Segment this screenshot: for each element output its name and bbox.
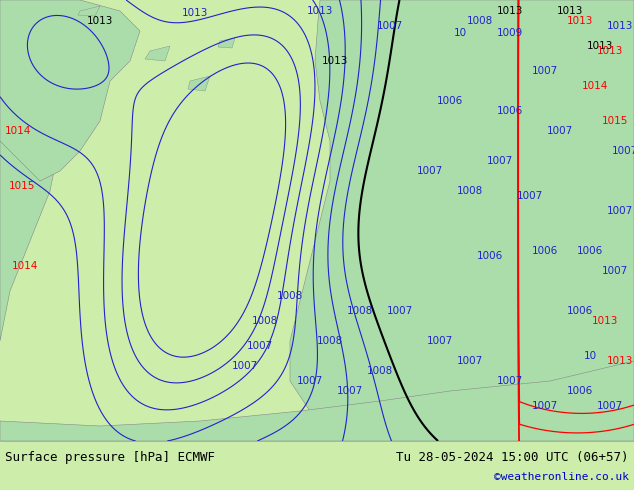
Text: 1008: 1008: [467, 16, 493, 26]
Text: 1009: 1009: [497, 28, 523, 38]
Text: 1007: 1007: [247, 341, 273, 351]
Text: 1013: 1013: [497, 6, 523, 16]
Text: 1006: 1006: [532, 246, 558, 256]
Text: 1013: 1013: [182, 8, 208, 18]
Text: 1007: 1007: [297, 376, 323, 386]
Text: 1007: 1007: [457, 356, 483, 366]
Text: 1013: 1013: [307, 6, 333, 16]
Text: 1014: 1014: [5, 126, 31, 136]
Polygon shape: [0, 361, 634, 441]
Text: 1007: 1007: [597, 401, 623, 411]
Text: 1007: 1007: [232, 361, 258, 371]
Polygon shape: [188, 76, 210, 91]
Text: Tu 28-05-2024 15:00 UTC (06+57): Tu 28-05-2024 15:00 UTC (06+57): [396, 450, 629, 464]
Text: 1006: 1006: [567, 306, 593, 316]
Text: 1007: 1007: [532, 66, 558, 76]
Text: 1013: 1013: [587, 41, 613, 51]
Text: 1008: 1008: [277, 291, 303, 301]
Text: 1013: 1013: [597, 46, 623, 56]
Polygon shape: [0, 0, 140, 181]
Text: 1013: 1013: [592, 316, 618, 326]
Text: 1007: 1007: [497, 376, 523, 386]
Text: 10: 10: [583, 351, 597, 361]
Polygon shape: [78, 6, 100, 16]
Text: 1007: 1007: [547, 126, 573, 136]
Text: 1007: 1007: [612, 146, 634, 156]
Text: 1007: 1007: [517, 191, 543, 201]
Text: 1008: 1008: [367, 366, 393, 376]
Text: 1007: 1007: [607, 206, 633, 216]
Text: 1006: 1006: [477, 251, 503, 261]
Text: Surface pressure [hPa] ECMWF: Surface pressure [hPa] ECMWF: [5, 450, 215, 464]
Polygon shape: [145, 46, 170, 61]
Text: 1007: 1007: [417, 166, 443, 176]
Text: 1008: 1008: [317, 336, 343, 346]
Text: 1006: 1006: [567, 386, 593, 396]
Text: 1014: 1014: [12, 261, 38, 271]
Text: 1006: 1006: [577, 246, 603, 256]
Text: 1007: 1007: [532, 401, 558, 411]
Text: 1007: 1007: [377, 21, 403, 31]
Text: 1014: 1014: [582, 81, 608, 91]
Text: 1013: 1013: [87, 16, 113, 26]
Polygon shape: [218, 38, 235, 48]
Text: 1007: 1007: [337, 386, 363, 396]
Text: 1013: 1013: [322, 56, 348, 66]
Text: 10: 10: [453, 28, 467, 38]
Text: 1013: 1013: [567, 16, 593, 26]
Polygon shape: [0, 0, 100, 341]
Text: 1013: 1013: [607, 356, 633, 366]
Text: 1015: 1015: [602, 116, 628, 126]
Text: ©weatheronline.co.uk: ©weatheronline.co.uk: [494, 472, 629, 482]
Text: 1007: 1007: [427, 336, 453, 346]
Text: 1013: 1013: [557, 6, 583, 16]
Text: 1008: 1008: [347, 306, 373, 316]
Text: 1013: 1013: [607, 21, 633, 31]
Text: 1008: 1008: [252, 316, 278, 326]
Text: 1006: 1006: [497, 106, 523, 116]
Polygon shape: [290, 0, 634, 441]
Text: 1006: 1006: [437, 96, 463, 106]
Text: 1015: 1015: [9, 181, 36, 191]
Text: 1008: 1008: [457, 186, 483, 196]
Text: 1007: 1007: [487, 156, 513, 166]
Text: 1007: 1007: [387, 306, 413, 316]
Text: 1007: 1007: [602, 266, 628, 276]
